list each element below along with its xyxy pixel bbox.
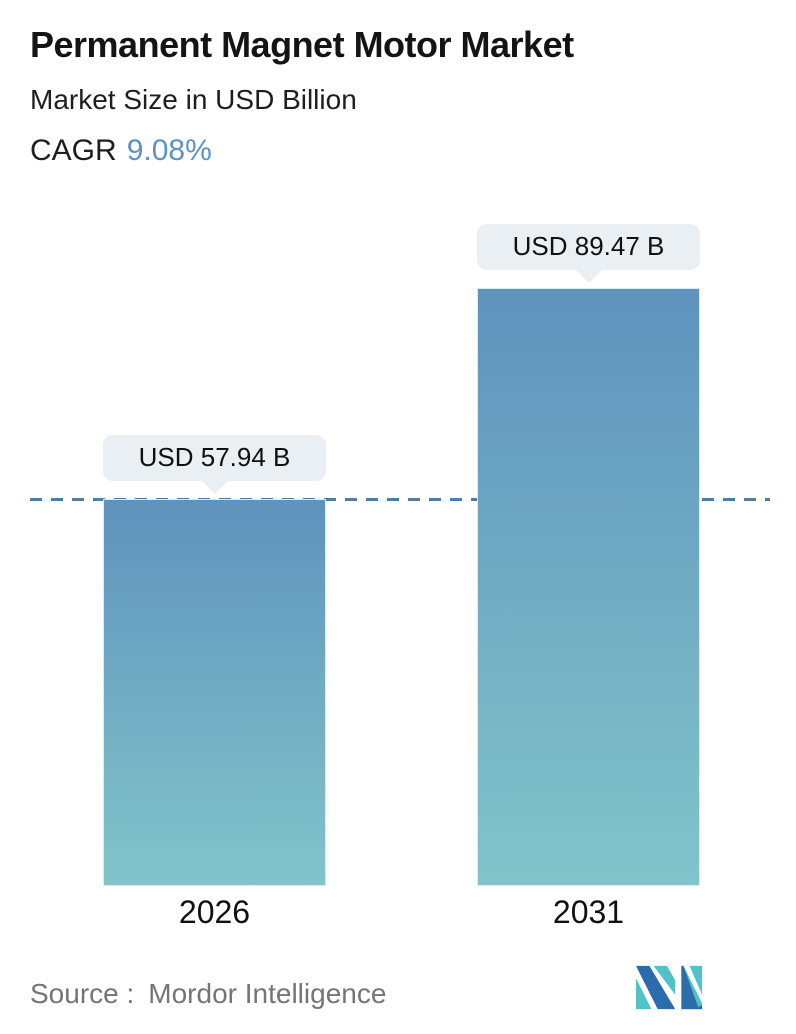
logo-i-right-module bbox=[681, 965, 702, 1010]
source-label: Source : bbox=[30, 978, 135, 1009]
reference-dashed-line bbox=[30, 498, 770, 501]
source-text: Source : Mordor Intelligence bbox=[30, 978, 386, 1010]
source-value: Mordor Intelligence bbox=[148, 978, 387, 1009]
value-tooltip-2031: USD 89.47 B bbox=[477, 224, 700, 270]
cagr-value: 9.08% bbox=[126, 134, 212, 167]
value-tooltip-2031-label: USD 89.47 B bbox=[512, 231, 665, 261]
x-axis-label-2026: 2026 bbox=[178, 894, 251, 930]
value-tooltip-2026-label: USD 57.94 B bbox=[138, 442, 291, 472]
cagr-label: CAGR bbox=[30, 134, 117, 167]
page-title: Permanent Magnet Motor Market bbox=[30, 24, 574, 65]
logo-m-left-module bbox=[636, 965, 676, 1010]
value-tooltip-2026: USD 57.94 B bbox=[103, 435, 326, 481]
x-axis-label-2031: 2031 bbox=[552, 894, 625, 930]
cagr-line: CAGR 9.08% bbox=[30, 134, 212, 168]
mordor-intelligence-logo bbox=[636, 965, 702, 1010]
bar-2031[interactable] bbox=[477, 288, 700, 886]
chart-subtitle: Market Size in USD Billion bbox=[30, 84, 357, 115]
bar-2026[interactable] bbox=[103, 499, 326, 886]
